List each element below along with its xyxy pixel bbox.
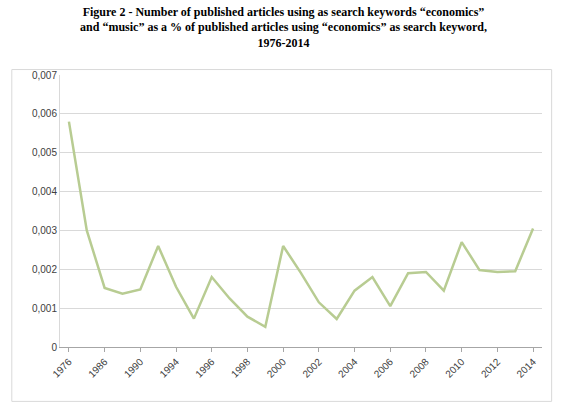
svg-text:1998: 1998 <box>229 356 253 380</box>
svg-text:0: 0 <box>51 342 57 353</box>
svg-text:0,001: 0,001 <box>32 303 57 314</box>
svg-text:0,007: 0,007 <box>32 70 57 81</box>
svg-text:2012: 2012 <box>479 356 503 380</box>
svg-text:0,004: 0,004 <box>32 186 57 197</box>
svg-text:1990: 1990 <box>122 356 146 380</box>
svg-text:2014: 2014 <box>515 356 539 380</box>
svg-text:1986: 1986 <box>86 356 110 380</box>
svg-text:0,003: 0,003 <box>32 225 57 236</box>
svg-text:1994: 1994 <box>157 356 181 380</box>
svg-text:1996: 1996 <box>193 356 217 380</box>
svg-text:1976: 1976 <box>50 356 74 380</box>
svg-text:2004: 2004 <box>336 356 360 380</box>
svg-text:2002: 2002 <box>300 356 324 380</box>
svg-text:0,006: 0,006 <box>32 108 57 119</box>
svg-text:0,002: 0,002 <box>32 264 57 275</box>
svg-text:2008: 2008 <box>407 356 431 380</box>
svg-text:Figure 2 - Number of published: Figure 2 - Number of published articles … <box>80 5 487 50</box>
svg-text:2010: 2010 <box>443 356 467 380</box>
svg-text:2000: 2000 <box>265 356 289 380</box>
svg-text:2006: 2006 <box>372 356 396 380</box>
svg-text:0,005: 0,005 <box>32 147 57 158</box>
